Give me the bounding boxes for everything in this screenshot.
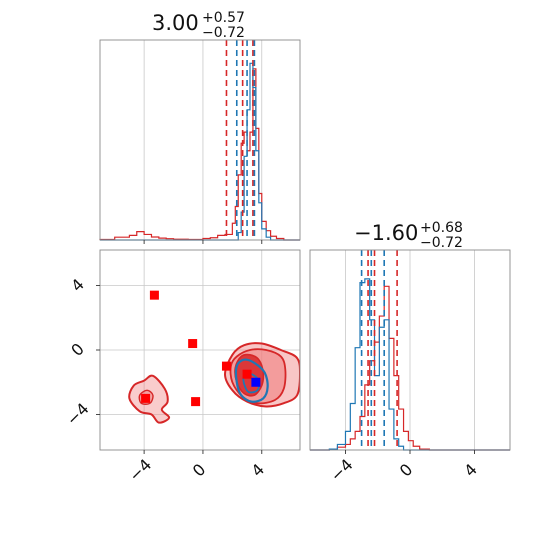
ticks-hist-param0	[143, 240, 263, 244]
marker-red-5	[191, 397, 201, 407]
title-param1-median: −1.60	[354, 221, 418, 245]
contour-blue-outer	[234, 358, 269, 403]
title-param0-plus: +0.57	[202, 10, 245, 26]
tick-label-param1-x-1: 0	[396, 460, 417, 481]
ticks-hist-param1: −4 0 4	[327, 450, 481, 485]
hist-param0-blue	[100, 62, 300, 241]
tick-label-param1-x-2: 4	[460, 460, 481, 481]
tick-label-2d-y-1: 0	[67, 339, 88, 360]
title-param0-median: 3.00	[152, 11, 199, 35]
marker-red-1	[188, 339, 198, 349]
title-param1-plus: +0.68	[420, 220, 463, 236]
bars-hist-param1	[310, 278, 510, 451]
contours-2d	[128, 342, 300, 424]
markers-2d	[141, 290, 261, 407]
tick-label-2d-x-2: 4	[248, 460, 269, 481]
title-param0-minus: −0.72	[202, 25, 245, 41]
bars-hist-param0	[99, 62, 300, 241]
panel-hist-param1: −4 0 4	[309, 249, 511, 485]
title-param1-minus: −0.72	[420, 235, 463, 251]
tick-label-2d-x-1: 0	[189, 460, 210, 481]
grid-hist-param1	[345, 250, 475, 450]
hist-param0-red	[99, 68, 300, 241]
tick-label-2d-x-0: −4	[125, 455, 155, 485]
marker-red-4	[141, 393, 151, 403]
quantiles-hist-param1	[360, 250, 398, 450]
panel-hist-param0	[99, 39, 301, 244]
quantiles-hist-param0	[225, 40, 256, 240]
marker-red-2	[221, 361, 231, 371]
marker-blue-0	[251, 377, 261, 387]
tick-label-2d-y-2: 4	[67, 275, 88, 296]
hist-param1-blue	[310, 278, 510, 451]
frame-hist-param0	[99, 39, 301, 241]
tick-label-param1-x-0: −4	[327, 455, 357, 485]
marker-red-0	[149, 290, 159, 300]
tick-label-2d-y-0: −4	[63, 399, 93, 429]
marker-red-3	[242, 369, 252, 379]
panel-2d: −4 0 4 −4 0 4	[63, 249, 301, 485]
